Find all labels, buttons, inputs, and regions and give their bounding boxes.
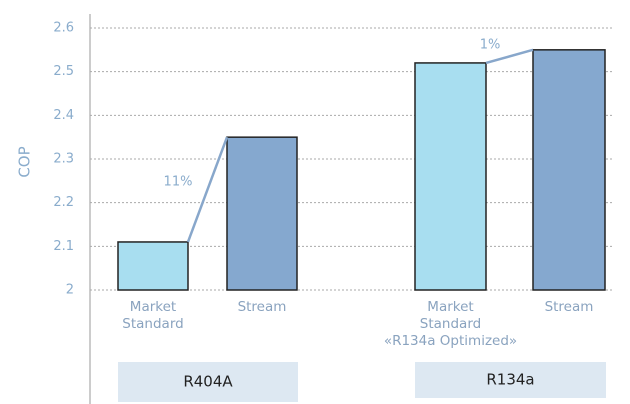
x-tick-label: Standard bbox=[122, 316, 183, 332]
x-tick-label: «R134a Optimized» bbox=[384, 333, 517, 349]
x-tick-label: Market bbox=[427, 299, 473, 315]
group-box bbox=[118, 362, 298, 402]
bar bbox=[226, 136, 298, 291]
x-tick-label: Stream bbox=[238, 299, 287, 315]
connector bbox=[186, 136, 229, 243]
x-tick-label: Standard bbox=[420, 316, 481, 332]
bar bbox=[532, 49, 606, 291]
group-label: R404A bbox=[183, 373, 233, 391]
y-tick-label: 2.1 bbox=[53, 239, 74, 254]
y-tick-label: 2 bbox=[66, 283, 74, 298]
y-axis-label: COP bbox=[16, 146, 34, 177]
y-tick-label: 2.6 bbox=[53, 21, 74, 36]
annotation: 1% bbox=[480, 38, 501, 53]
connector bbox=[485, 48, 534, 65]
group-box bbox=[415, 362, 606, 398]
bar bbox=[414, 62, 487, 291]
y-tick-label: 2.2 bbox=[53, 195, 74, 210]
y-tick-label: 2.5 bbox=[53, 64, 74, 79]
y-tick-label: 2.3 bbox=[53, 152, 74, 167]
bar bbox=[117, 241, 189, 291]
x-tick-label: Stream bbox=[545, 299, 594, 315]
x-tick-label: Market bbox=[130, 299, 176, 315]
annotation: 11% bbox=[164, 175, 193, 190]
group-label: R134a bbox=[486, 371, 534, 389]
y-tick-label: 2.4 bbox=[53, 108, 74, 123]
